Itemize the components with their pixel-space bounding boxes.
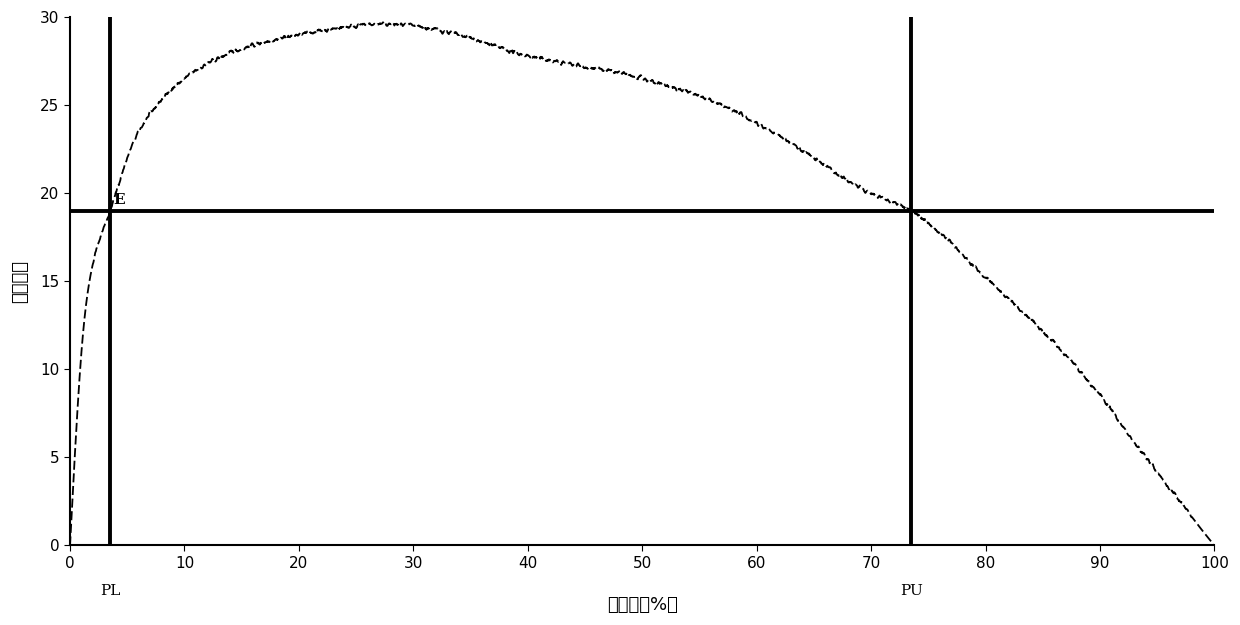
Text: E: E [114, 193, 125, 208]
Y-axis label: 绝对精度: 绝对精度 [11, 260, 29, 302]
X-axis label: 阴性率（%）: 阴性率（%） [606, 596, 678, 614]
Text: PL: PL [100, 584, 120, 598]
Text: PU: PU [900, 584, 923, 598]
